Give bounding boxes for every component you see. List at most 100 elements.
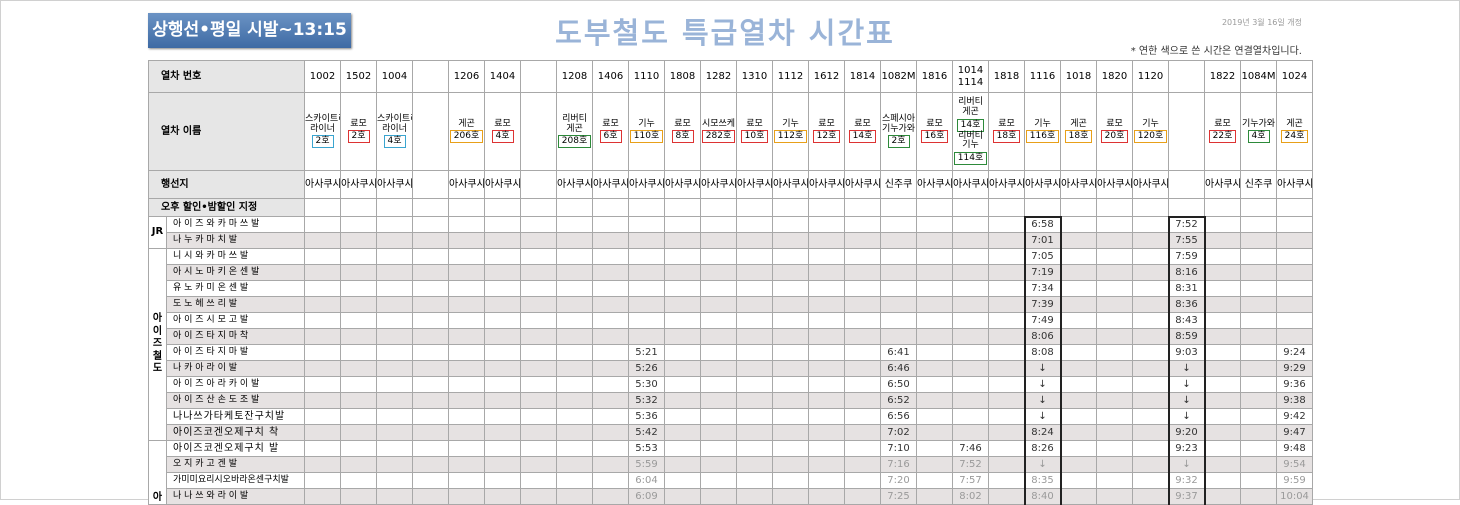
time-cell [556,456,594,473]
train-number-cell: 1084M [1240,60,1278,93]
train-number-text: 1406 [597,70,624,82]
time-cell [844,376,882,393]
discount-cell [448,198,486,217]
time-cell [520,424,558,441]
time-cell [592,440,630,457]
train-number-text: 1116 [1029,70,1056,82]
time-cell [304,248,342,265]
time-cell [700,424,738,441]
time-cell: 7:34 [1023,280,1062,297]
train-name-cell: 기누 112호 [772,92,810,171]
time-cell [412,424,450,441]
time-cell [484,360,522,377]
train-number-cell: 1120 [1132,60,1170,93]
time-cell [772,232,810,249]
time-cell [1096,232,1134,249]
time-cell [340,328,378,345]
time-cell [520,488,558,505]
destination-cell: 아사쿠사 [1096,170,1134,199]
time-cell [1204,216,1242,233]
time-cell [1204,248,1242,265]
time-cell [772,344,810,361]
time-cell [520,376,558,393]
station-name: 니 시 와 카 마 쓰 발 [165,248,306,265]
time-cell [520,312,558,329]
train-name-cell: 료모 6호 [592,92,630,171]
time-cell [1240,392,1278,409]
discount-cell [664,198,702,217]
train-name-text: 료모 [854,118,871,129]
time-cell [988,312,1026,329]
station-name: 나나쓰가타케토잔구치발 [165,408,306,425]
time-cell [772,216,810,233]
destination-cell: 신주쿠 [880,170,918,199]
train-number-cell: 1612 [808,60,846,93]
station-name: 가미미요리시오바라온센구치발 [165,472,306,489]
train-name-cell: 료모 10호 [736,92,774,171]
time-cell [916,344,954,361]
train-number-cell: 1406 [592,60,630,93]
time-cell [592,456,630,473]
train-car-tag: 14호 [956,118,985,132]
time-cell [412,248,450,265]
time-cell [484,344,522,361]
station-name: 아 이 즈 와 카 마 쓰 발 [165,216,306,233]
time-cell [1240,280,1278,297]
time-cell: ↓ [1167,408,1206,425]
time-cell: 8:26 [1023,440,1062,457]
train-number-cell: 1814 [844,60,882,93]
train-car-tag: 114호 [953,152,988,166]
train-name-text: 스카이트리 [305,113,340,124]
discount-cell [1024,198,1062,217]
time-cell [664,216,702,233]
time-cell [484,312,522,329]
time-cell: 5:26 [628,360,666,377]
time-cell [1060,232,1098,249]
time-cell [1276,280,1314,297]
station-row: 가미미요리시오바라온센구치발 6:04 7:20 7:57 8:35 9:32 9:59 [149,472,1314,489]
train-name-text: 료모 [998,118,1015,129]
time-cell [808,456,846,473]
time-cell [376,344,414,361]
train-number-text: 1282 [705,70,732,82]
discount-cell [304,198,342,217]
time-cell [736,360,774,377]
station-name: 나 누 카 마 치 발 [165,232,306,249]
station-row: 아 이 즈 산 손 도 조 발 5:32 6:52 ↓ ↓ 9:38 [149,392,1314,409]
time-cell [772,312,810,329]
train-number-text: 1084M [1241,70,1276,82]
time-cell [592,216,630,233]
destination-cell: 아사쿠사 [988,170,1026,199]
time-cell [376,248,414,265]
time-cell [556,424,594,441]
train-name-cell [520,92,558,171]
time-cell [1096,408,1134,425]
time-cell [844,488,882,505]
time-cell [592,312,630,329]
time-cell [772,248,810,265]
train-number-text: 1808 [669,70,696,82]
time-cell: ↓ [1167,392,1206,409]
destination-cell: 아사쿠사 [772,170,810,199]
time-cell [304,312,342,329]
time-cell: 5:30 [628,376,666,393]
time-cell [1204,344,1242,361]
time-cell [628,296,666,313]
destination-cell: 아사쿠사 [916,170,954,199]
train-number-text: 1310 [741,70,768,82]
time-cell: 5:21 [628,344,666,361]
time-cell [1132,312,1170,329]
train-name-text: 기누 [1142,118,1159,129]
discount-cell [808,198,846,217]
time-cell [880,248,918,265]
time-cell [664,264,702,281]
destination-cell: 아사쿠사 [448,170,486,199]
train-car-tag: 4호 [491,130,514,144]
time-cell [772,424,810,441]
time-cell [448,360,486,377]
train-name-cell: 기누 116호 [1024,92,1062,171]
destination-cell [1168,170,1206,199]
discount-cell [1276,198,1314,217]
time-cell [592,296,630,313]
train-name-cell: 게곤 18호 [1060,92,1098,171]
